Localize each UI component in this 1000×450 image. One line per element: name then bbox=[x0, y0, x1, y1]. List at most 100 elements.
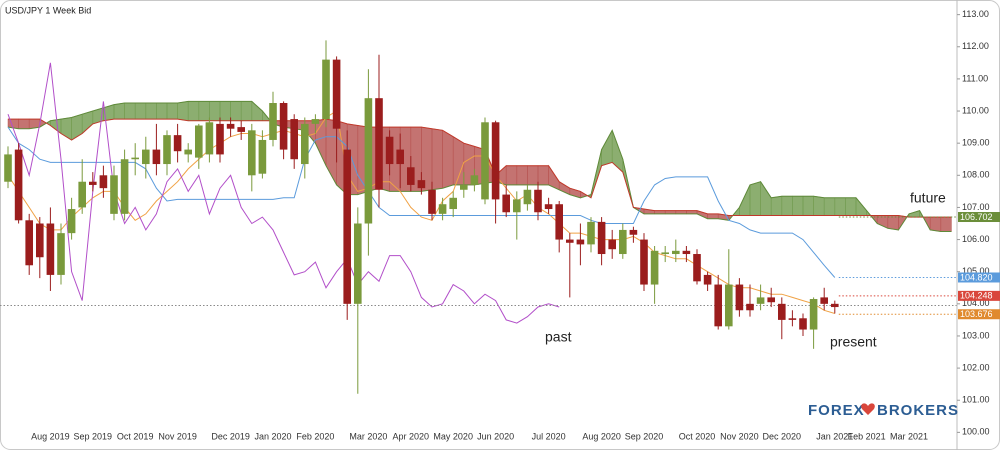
cloud-segment bbox=[145, 102, 157, 120]
candle-body bbox=[57, 233, 65, 275]
logo-text: FOREX bbox=[808, 402, 865, 419]
price-tag-label: 103.676 bbox=[960, 309, 993, 319]
candle-body bbox=[142, 149, 150, 165]
span-a-line bbox=[7, 100, 952, 232]
candle-body bbox=[544, 204, 553, 210]
x-tick-label: Mar 2021 bbox=[890, 431, 928, 441]
cloud-segment bbox=[707, 213, 719, 219]
candle-body bbox=[163, 135, 171, 165]
x-tick-label: Sep 2020 bbox=[625, 431, 664, 441]
cloud-segment bbox=[929, 216, 942, 232]
candle-body bbox=[152, 149, 161, 165]
price-tag-label: 106.702 bbox=[960, 212, 993, 222]
candle-body bbox=[195, 125, 203, 158]
cloud-segment bbox=[887, 215, 899, 231]
candle-body bbox=[216, 123, 224, 155]
cloud-segment bbox=[166, 102, 178, 120]
candle-body bbox=[725, 284, 733, 327]
cloud-segment bbox=[156, 102, 168, 120]
cloud-segment bbox=[516, 165, 528, 186]
cloud-segment bbox=[940, 216, 952, 232]
candle-body bbox=[555, 204, 563, 240]
cloud-segment bbox=[770, 195, 783, 216]
x-tick-label: Sep 2019 bbox=[74, 431, 113, 441]
y-tick-label: 112.00 bbox=[962, 41, 989, 51]
candle-body bbox=[269, 103, 277, 140]
y-tick-label: 106.00 bbox=[962, 234, 990, 244]
candle-body bbox=[36, 223, 44, 258]
cloud-segment bbox=[134, 102, 147, 120]
x-tick-label: Feb 2020 bbox=[296, 431, 334, 441]
candle-body bbox=[587, 221, 595, 245]
candle-body bbox=[417, 180, 426, 189]
cloud-segment bbox=[230, 101, 242, 121]
candle-body bbox=[449, 197, 457, 210]
cloud-segment bbox=[813, 195, 825, 216]
candle-body bbox=[184, 149, 192, 155]
x-tick-label: Apr 2020 bbox=[393, 431, 430, 441]
x-tick-label: Dec 2019 bbox=[211, 431, 250, 441]
y-tick-label: 107.00 bbox=[962, 202, 990, 212]
cloud-segment bbox=[240, 101, 253, 121]
candle-body bbox=[608, 239, 616, 250]
candle-body bbox=[523, 189, 532, 205]
candle-body bbox=[640, 239, 648, 285]
cloud-segment bbox=[537, 165, 549, 186]
x-tick-label: Nov 2019 bbox=[158, 431, 197, 441]
candle-body bbox=[311, 119, 320, 124]
logo: FOREX BROKERS bbox=[808, 402, 959, 419]
candle-body bbox=[566, 239, 574, 243]
price-tag-label: 104.820 bbox=[960, 272, 993, 282]
indicator-line bbox=[7, 62, 560, 324]
y-tick-label: 111.00 bbox=[962, 73, 988, 83]
logo-text: BROKERS bbox=[877, 402, 959, 419]
candle-body bbox=[619, 229, 627, 255]
candle-body bbox=[407, 167, 415, 185]
cloud-segment bbox=[219, 101, 231, 121]
candle-body bbox=[258, 139, 267, 174]
annotation: past bbox=[545, 329, 572, 345]
candle-body bbox=[629, 229, 638, 235]
candle-body bbox=[746, 303, 754, 311]
annotation: future bbox=[910, 190, 946, 206]
candle-body bbox=[491, 122, 500, 200]
candle-body bbox=[301, 123, 309, 165]
x-tick-label: Dec 2020 bbox=[763, 431, 802, 441]
y-tick-label: 108.00 bbox=[962, 170, 990, 180]
y-tick-label: 101.00 bbox=[962, 395, 990, 405]
cloud-segment bbox=[527, 165, 539, 186]
candle-body bbox=[481, 122, 489, 200]
cloud-segment bbox=[664, 210, 677, 215]
candle-body bbox=[788, 318, 797, 320]
cloud-segment bbox=[505, 165, 518, 186]
cloud-segment bbox=[845, 197, 857, 216]
price-tag bbox=[958, 290, 1000, 301]
cloud-segment bbox=[781, 195, 793, 216]
chart-title: USD/JPY 1 Week Bid bbox=[5, 5, 91, 15]
price-tag bbox=[958, 212, 1000, 223]
x-tick-label: Aug 2019 bbox=[31, 431, 70, 441]
y-tick-label: 100.00 bbox=[962, 427, 990, 437]
cloud-segment bbox=[187, 101, 200, 121]
cloud-segment bbox=[792, 195, 804, 216]
candle-body bbox=[25, 220, 33, 266]
candle-body bbox=[767, 297, 775, 303]
candle-body bbox=[67, 209, 76, 234]
cloud-segment bbox=[431, 128, 443, 191]
candle-body bbox=[4, 154, 12, 182]
candle-body bbox=[735, 284, 744, 311]
candle-body bbox=[226, 123, 235, 129]
y-tick-label: 104.00 bbox=[962, 298, 990, 308]
candle-body bbox=[470, 175, 479, 185]
candle-body bbox=[46, 223, 55, 275]
candle-body bbox=[89, 181, 97, 185]
candle-body bbox=[438, 204, 447, 214]
candle-body bbox=[14, 149, 23, 221]
candle-body bbox=[502, 194, 510, 213]
x-tick-label: Jan 2021 bbox=[816, 431, 853, 441]
cloud-segment bbox=[442, 129, 454, 189]
candle-body bbox=[120, 159, 129, 214]
x-tick-label: Oct 2020 bbox=[679, 431, 716, 441]
candle-body bbox=[576, 239, 585, 245]
